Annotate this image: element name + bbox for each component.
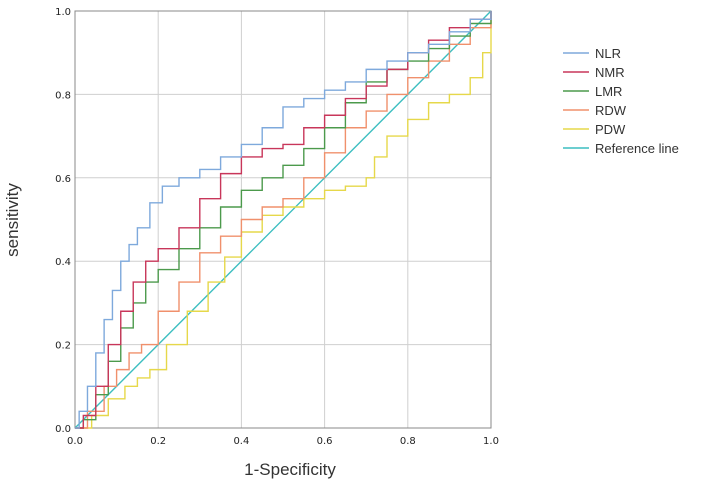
x-tick-label: 0.6 bbox=[317, 436, 333, 447]
y-axis-title: sensitivity bbox=[3, 183, 22, 257]
y-tick-label: 1.0 bbox=[55, 7, 71, 18]
y-tick-label: 0.8 bbox=[55, 90, 71, 101]
y-tick-label: 0.4 bbox=[55, 257, 71, 268]
series-line-rdw bbox=[75, 11, 492, 429]
x-tick-label: 0.4 bbox=[233, 436, 249, 447]
y-tick-label: 0.2 bbox=[55, 341, 71, 352]
x-tick-label: 0.8 bbox=[400, 436, 416, 447]
legend: NLR NMR LMR RDW PDW Reference line bbox=[563, 46, 679, 156]
legend-label-pdw: PDW bbox=[595, 122, 626, 137]
series-line-nlr bbox=[75, 11, 492, 429]
series-line-reference-line bbox=[74, 10, 492, 429]
legend-label-lmr: LMR bbox=[595, 84, 622, 99]
series-layer bbox=[74, 10, 492, 429]
x-tick-label: 0.0 bbox=[67, 436, 83, 447]
tick-labels: 0.00.0 0.2 0.2 0.4 0.4 0.6 0.6 0.8 0.8 1.0 1.0 bbox=[55, 7, 499, 447]
plot-area bbox=[74, 10, 492, 429]
x-tick-label: 1.0 bbox=[483, 436, 499, 447]
x-tick-label: 0.2 bbox=[150, 436, 166, 447]
legend-label-nlr: NLR bbox=[595, 46, 621, 61]
y-tick-label: 0.0 bbox=[55, 424, 71, 435]
legend-label-nmr: NMR bbox=[595, 65, 625, 80]
legend-label-reference-line: Reference line bbox=[595, 141, 679, 156]
legend-label-rdw: RDW bbox=[595, 103, 627, 118]
x-axis-title: 1-Specificity bbox=[244, 460, 336, 479]
y-tick-label: 0.6 bbox=[55, 174, 71, 185]
